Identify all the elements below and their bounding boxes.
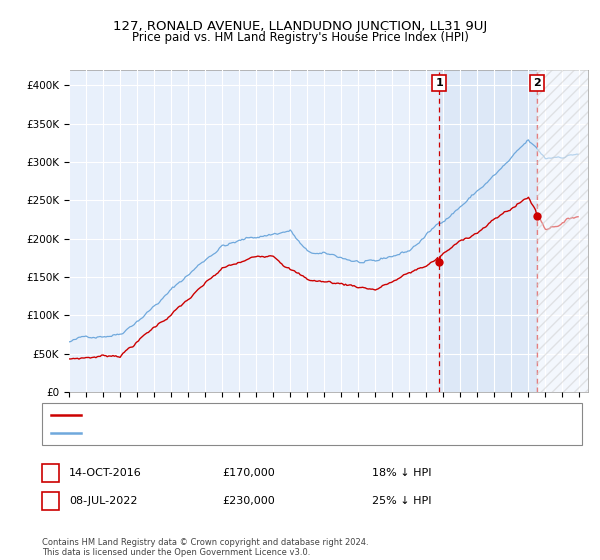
Text: 2: 2 [533, 78, 541, 88]
Bar [537, 70, 588, 392]
Bar [439, 70, 537, 392]
Bar [537, 70, 588, 392]
Text: 1: 1 [47, 468, 54, 478]
Text: 1: 1 [435, 78, 443, 88]
Text: 25% ↓ HPI: 25% ↓ HPI [372, 496, 431, 506]
Text: HPI: Average price, detached house, Conwy: HPI: Average price, detached house, Conw… [87, 428, 305, 438]
Text: 08-JUL-2022: 08-JUL-2022 [69, 496, 137, 506]
Text: £170,000: £170,000 [222, 468, 275, 478]
Text: Price paid vs. HM Land Registry's House Price Index (HPI): Price paid vs. HM Land Registry's House … [131, 31, 469, 44]
Text: Contains HM Land Registry data © Crown copyright and database right 2024.
This d: Contains HM Land Registry data © Crown c… [42, 538, 368, 557]
Text: 18% ↓ HPI: 18% ↓ HPI [372, 468, 431, 478]
Text: 127, RONALD AVENUE, LLANDUDNO JUNCTION, LL31 9UJ (detached house): 127, RONALD AVENUE, LLANDUDNO JUNCTION, … [87, 410, 461, 420]
Text: 2: 2 [47, 496, 54, 506]
Text: £230,000: £230,000 [222, 496, 275, 506]
Text: 14-OCT-2016: 14-OCT-2016 [69, 468, 142, 478]
Text: 127, RONALD AVENUE, LLANDUDNO JUNCTION, LL31 9UJ: 127, RONALD AVENUE, LLANDUDNO JUNCTION, … [113, 20, 487, 32]
